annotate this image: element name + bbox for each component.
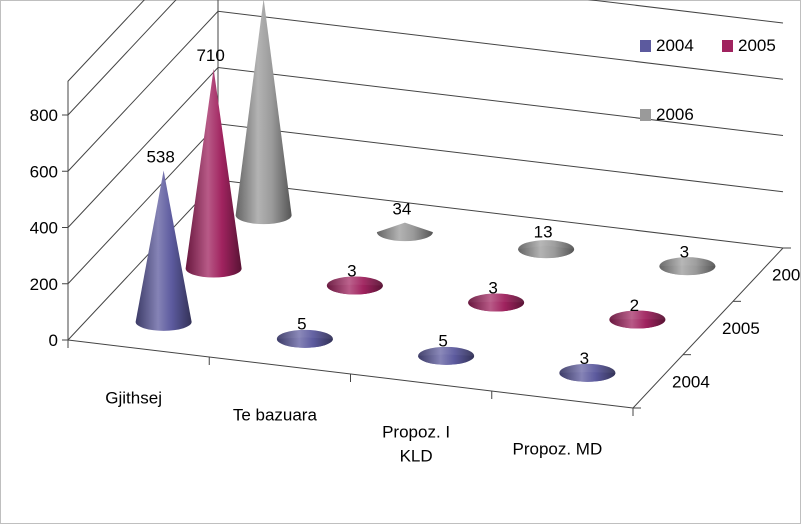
cone-2006-propoz-md bbox=[659, 257, 716, 276]
cone-2004-propoz-md bbox=[559, 363, 616, 382]
y-tick-label: 200 bbox=[30, 275, 58, 294]
data-label-2006-propoz-i-kld: 13 bbox=[534, 223, 553, 242]
y-tick-label: 600 bbox=[30, 162, 58, 181]
legend-label: 2004 bbox=[656, 36, 694, 55]
legend-label: 2006 bbox=[656, 105, 694, 124]
cone-2005-te-bazuara bbox=[326, 276, 383, 295]
legend-swatch bbox=[722, 40, 733, 52]
cone-2006-propoz-i-kld bbox=[518, 240, 575, 259]
data-label-2004-propoz-md: 3 bbox=[580, 349, 589, 368]
data-label-2005-propoz-i-kld: 3 bbox=[488, 279, 497, 298]
data-label-2004-propoz-i-kld: 5 bbox=[438, 331, 447, 350]
y-tick-label: 0 bbox=[49, 331, 58, 350]
data-label-2004-gjithsej: 538 bbox=[146, 148, 174, 167]
depth-label-2005: 2005 bbox=[722, 319, 760, 338]
data-label-2006-propoz-md: 3 bbox=[680, 242, 689, 261]
y-axis-ticks: 0 200 400 600 800 bbox=[30, 106, 68, 350]
axes bbox=[67, 247, 791, 416]
legend-item-2004: 2004 bbox=[640, 36, 694, 55]
legend-swatch bbox=[640, 109, 651, 121]
legend-label: 2005 bbox=[738, 36, 776, 55]
left-wall bbox=[67, 0, 219, 340]
y-tick-label: 800 bbox=[30, 106, 58, 125]
depth-label-2004: 2004 bbox=[672, 372, 710, 391]
category-label-te-bazuara: Te bazuara bbox=[233, 406, 318, 425]
cones: 77034133710332538553 bbox=[135, 0, 716, 382]
cone-2005-propoz-i-kld bbox=[468, 293, 525, 312]
category-label-propoz-i-kld: Propoz. I KLD bbox=[382, 423, 450, 466]
legend-swatch bbox=[640, 40, 651, 52]
depth-label-2006: 2006 bbox=[772, 266, 801, 285]
cone-2004-te-bazuara bbox=[276, 329, 333, 348]
cone-2004-gjithsej bbox=[135, 170, 192, 331]
data-label-2005-te-bazuara: 3 bbox=[347, 262, 356, 281]
cone-2004-propoz-i-kld bbox=[418, 346, 475, 365]
data-label-2005-gjithsej: 710 bbox=[196, 46, 224, 65]
chart-walls bbox=[67, 0, 219, 340]
legend: 2004 2005 2006 bbox=[640, 36, 776, 124]
y-tick-label: 400 bbox=[30, 219, 58, 238]
cone-2005-gjithsej bbox=[185, 68, 242, 278]
cone-2006-te-bazuara bbox=[376, 222, 433, 242]
depth-axis-labels: 2004 2005 2006 bbox=[672, 266, 801, 392]
data-label-2005-propoz-md: 2 bbox=[630, 296, 639, 315]
gridline bbox=[67, 10, 784, 172]
legend-item-2005: 2005 bbox=[722, 36, 776, 55]
cone-2005-propoz-md bbox=[609, 310, 666, 329]
category-label-propoz-md: Propoz. MD bbox=[513, 440, 603, 459]
legend-item-2006: 2006 bbox=[640, 105, 694, 124]
category-label-gjithsej: Gjithsej bbox=[105, 389, 162, 408]
data-label-2006-te-bazuara: 34 bbox=[392, 200, 411, 219]
category-labels: Gjithsej Te bazuara Propoz. I KLD Propoz. MD bbox=[105, 389, 602, 466]
depth-axis bbox=[632, 247, 784, 409]
gridline bbox=[67, 0, 784, 116]
data-label-2004-te-bazuara: 5 bbox=[297, 314, 306, 333]
gridline bbox=[67, 66, 784, 228]
cone-2006-gjithsej bbox=[235, 0, 292, 225]
